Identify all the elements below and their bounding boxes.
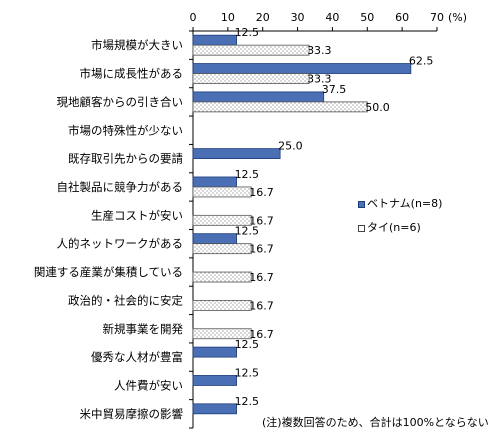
category-label: 市場に成長性がある — [80, 67, 184, 81]
data-label-vietnam: 62.5 — [409, 55, 434, 68]
category-label: 関連する産業が集積している — [34, 265, 183, 279]
data-label-thailand: 50.0 — [365, 101, 390, 114]
bar-vietnam — [192, 375, 237, 386]
bar-vietnam — [192, 346, 237, 358]
data-label-vietnam: 12.5 — [235, 395, 259, 408]
unit-label: (%) — [448, 11, 467, 24]
bar-vietnam — [192, 403, 237, 415]
data-label-thailand: 16.7 — [249, 214, 274, 227]
category-label: 市場の特殊性が少ない — [68, 123, 183, 137]
bar-thailand — [192, 73, 310, 84]
data-label-thailand: 16.7 — [249, 243, 274, 256]
data-label-thailand: 16.7 — [249, 271, 274, 284]
bar-thailand — [192, 214, 252, 226]
bar-vietnam — [192, 34, 237, 46]
x-tick-label: 70 — [430, 11, 444, 24]
category-label: 既存取引先からの要請 — [68, 152, 183, 166]
category-label: 市場規模が大きい — [91, 38, 183, 52]
data-label-thailand: 16.7 — [249, 299, 274, 312]
x-axis: 0 10 20 30 40 50 60 70 — [190, 11, 444, 32]
data-label-thailand: 16.7 — [249, 186, 274, 199]
data-label-vietnam: 25.0 — [278, 140, 303, 153]
legend-item-thailand: タイ(n=6) — [358, 219, 421, 235]
data-label-thailand: 33.3 — [307, 44, 332, 57]
bar-thailand — [192, 44, 310, 56]
bar-thailand — [192, 186, 252, 198]
x-tick-label: 10 — [221, 11, 235, 24]
category-label: 人件費が安い — [114, 378, 183, 392]
bar-thailand — [192, 243, 252, 255]
data-label-vietnam: 12.5 — [235, 225, 259, 238]
legend-swatch-vietnam — [358, 200, 365, 208]
bars: 12.533.362.533.337.550.025.012.516.716.7… — [192, 26, 434, 415]
data-label-thailand: 16.7 — [249, 328, 274, 341]
data-label-thailand: 33.3 — [307, 73, 332, 86]
category-label: 米中貿易摩擦の影響 — [80, 407, 184, 421]
legend-item-vietnam: ベトナム(n=8) — [358, 195, 442, 211]
bar-vietnam — [192, 91, 325, 103]
bar-vietnam — [192, 63, 412, 74]
x-tick-label: 30 — [291, 11, 305, 24]
x-tick-label: 60 — [395, 11, 409, 24]
category-label: 人的ネットワークがある — [57, 237, 184, 251]
y-axis — [189, 30, 194, 429]
category-label: 新規事業を開発 — [103, 322, 184, 336]
bar-vietnam — [192, 176, 237, 188]
category-labels: 市場規模が大きい市場に成長性がある現地顧客からの引き合い市場の特殊性が少ない既存… — [34, 38, 184, 421]
x-tick-label: 20 — [256, 11, 270, 24]
category-label: 政治的・社会的に安定 — [68, 293, 183, 307]
data-label-vietnam: 12.5 — [235, 168, 259, 181]
x-tick-label: 0 — [190, 11, 197, 24]
bar-vietnam — [192, 233, 237, 245]
bar-thailand — [192, 328, 252, 340]
category-label: 優秀な人材が豊富 — [91, 350, 183, 364]
bar-vietnam — [192, 148, 281, 160]
x-tick-label: 40 — [325, 11, 339, 24]
x-tick-label: 50 — [360, 11, 374, 24]
bar-thailand — [192, 299, 252, 311]
legend-label-thailand: タイ(n=6) — [367, 221, 421, 234]
legend-label-vietnam: ベトナム(n=8) — [367, 197, 443, 210]
category-label: 生産コストが安い — [91, 208, 183, 222]
legend-swatch-thailand — [358, 224, 365, 232]
data-label-vietnam: 12.5 — [235, 338, 259, 351]
footnote: (注)複数回答のため、合計は100%とならない — [262, 416, 489, 429]
data-label-vietnam: 37.5 — [322, 83, 347, 96]
data-label-vietnam: 12.5 — [235, 366, 259, 379]
category-label: 現地顧客からの引き合い — [57, 95, 184, 109]
category-label: 自社製品に競争力がある — [57, 180, 184, 194]
bar-thailand — [192, 271, 252, 283]
bar-thailand — [192, 101, 368, 113]
data-label-vietnam: 12.5 — [235, 26, 259, 39]
